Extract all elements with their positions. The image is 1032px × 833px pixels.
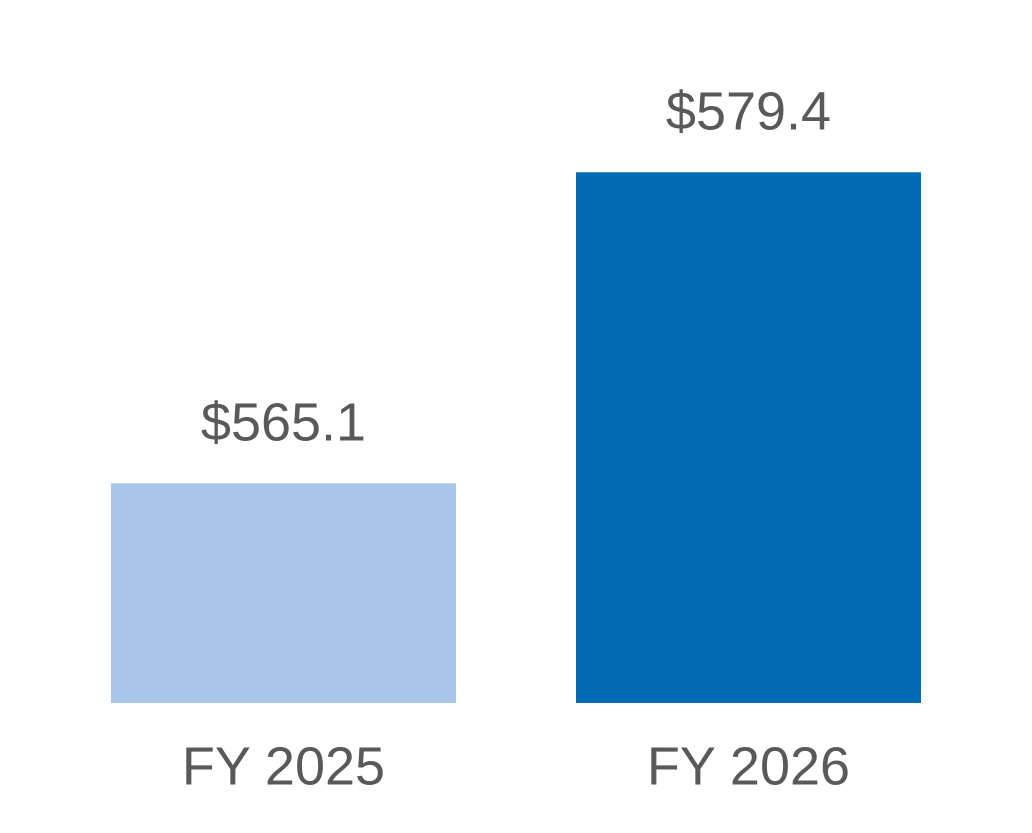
x-tick-label: FY 2025: [182, 736, 385, 796]
value-label: $565.1: [201, 393, 366, 453]
bar: [576, 172, 921, 704]
bar: [111, 483, 456, 703]
value-label: $579.4: [666, 82, 831, 142]
x-tick-label: FY 2026: [647, 736, 850, 796]
